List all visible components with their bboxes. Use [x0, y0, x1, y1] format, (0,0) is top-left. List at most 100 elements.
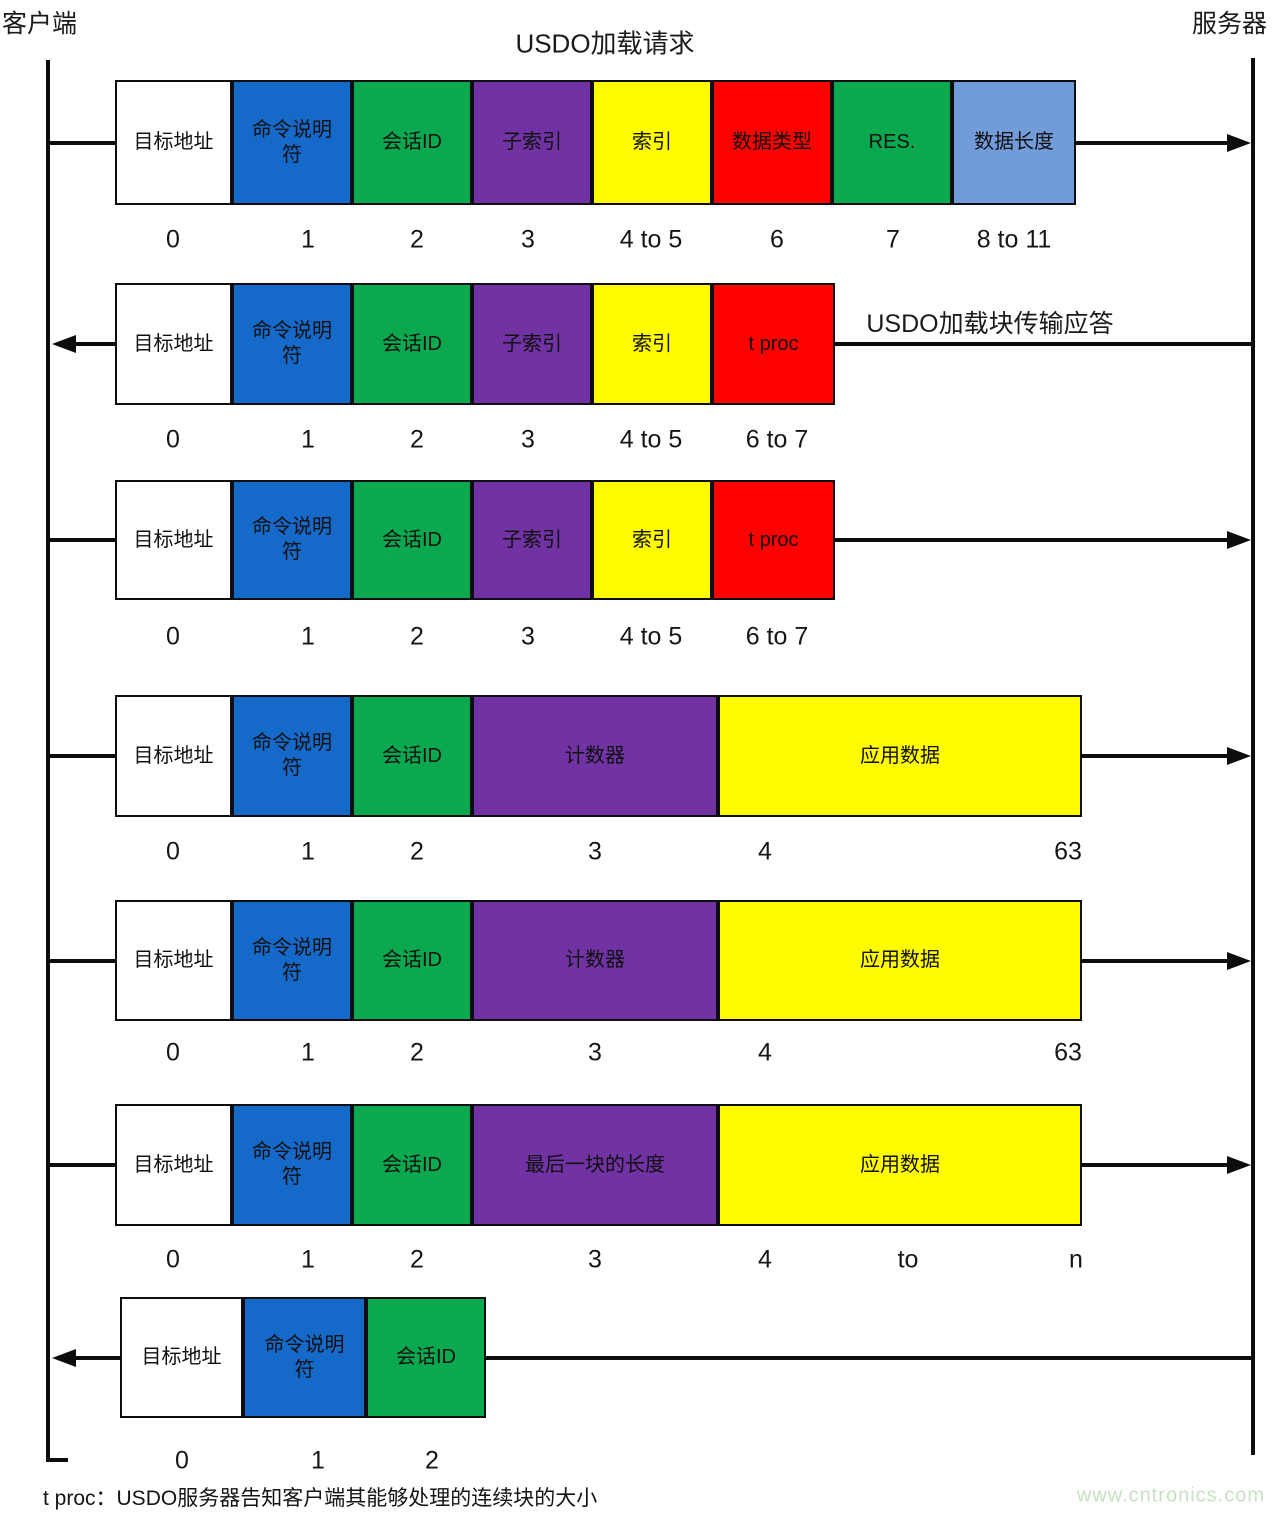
byte-range-label: 4 to 5 [619, 622, 683, 651]
byte-range-label: 2 [425, 1446, 439, 1475]
client-lifeline [46, 60, 50, 1462]
frame-cell-label: 会话ID [382, 131, 442, 153]
frame-row: 目标地址 命令说明 符 会话ID 子索引 索引 t proc [115, 480, 835, 600]
frame-cell-label: 目标地址 [133, 949, 214, 971]
frame-cell-label: 命令说明 符 [252, 516, 332, 563]
frame-cell-label: 会话ID [382, 528, 442, 551]
frame-cell-label: t proc [748, 332, 799, 355]
frame-cell-label: 索引 [632, 131, 672, 153]
message-line [50, 754, 115, 758]
byte-range-label: 6 [770, 225, 784, 254]
byte-range-label: 7 [886, 225, 900, 254]
frame-cell: 子索引 [472, 80, 592, 205]
frame-row: 目标地址 命令说明 符 会话ID 最后一块的长度 应用数据 [115, 1104, 1082, 1226]
response-title: USDO加载块传输应答 [866, 310, 1114, 338]
frame-cell: 计数器 [472, 695, 718, 817]
frame-cell-label: 数据类型 [732, 131, 812, 153]
byte-range-label: 1 [301, 622, 315, 651]
frame-cell: 命令说明 符 [232, 900, 352, 1021]
frame-cell: 会话ID [352, 695, 472, 817]
frame-cell-label: 子索引 [502, 131, 562, 153]
frame-cell-label: 子索引 [502, 332, 562, 355]
byte-range-label: 4 [758, 1245, 772, 1274]
byte-range-label: 3 [588, 1038, 602, 1067]
frame-cell-label: 命令说明 符 [252, 936, 332, 984]
frame-row: 目标地址 命令说明 符 会话ID 子索引 索引 数据类型 RES. 数据长度 [115, 80, 1076, 205]
byte-range-label: 2 [410, 1245, 424, 1274]
byte-range-label: 2 [410, 1038, 424, 1067]
frame-cell-label: 应用数据 [860, 949, 940, 971]
frame-cell: 会话ID [352, 480, 472, 600]
byte-range-label: 4 to 5 [619, 425, 683, 454]
frame-cell: 应用数据 [718, 1104, 1082, 1226]
frame-cell: 索引 [592, 283, 712, 405]
byte-range-label: 1 [301, 225, 315, 254]
frame-cell: 命令说明 符 [232, 480, 352, 600]
frame-cell: 命令说明 符 [232, 695, 352, 817]
frame-cell: 目标地址 [115, 283, 232, 405]
frame-cell: 会话ID [352, 1104, 472, 1226]
frame-cell: 子索引 [472, 480, 592, 600]
frame-cell: 命令说明 符 [232, 80, 352, 205]
frame-cell-label: 会话ID [382, 332, 442, 355]
arrowhead-left-icon [52, 335, 76, 353]
frame-cell: 目标地址 [115, 900, 232, 1021]
byte-range-label: 0 [166, 225, 180, 254]
frame-cell: 目标地址 [115, 1104, 232, 1226]
frame-cell: 目标地址 [115, 480, 232, 600]
frame-cell-label: 目标地址 [133, 332, 214, 355]
byte-range-label: 1 [301, 837, 315, 866]
byte-range-label: 0 [166, 1038, 180, 1067]
frame-row: 目标地址 命令说明 符 会话ID [120, 1297, 486, 1418]
byte-range-label: 3 [588, 837, 602, 866]
byte-range-label: 2 [410, 837, 424, 866]
frame-cell: 应用数据 [718, 695, 1082, 817]
frame-cell-label: 会话ID [396, 1346, 456, 1368]
frame-cell-label: t proc [748, 528, 799, 551]
frame-cell-label: 命令说明 符 [252, 118, 332, 166]
frame-cell: 子索引 [472, 283, 592, 405]
frame-row: 目标地址 命令说明 符 会话ID 计数器 应用数据 [115, 900, 1082, 1021]
message-line [50, 538, 115, 542]
byte-range-label: 4 [758, 837, 772, 866]
byte-range-label: 0 [175, 1446, 189, 1475]
byte-range-label: 6 to 7 [745, 425, 809, 454]
frame-cell-label: 子索引 [502, 528, 562, 551]
arrowhead-right-icon [1227, 747, 1251, 765]
message-line [1076, 140, 1231, 145]
frame-cell: 命令说明 符 [243, 1297, 366, 1418]
frame-cell-label: 会话ID [382, 744, 442, 767]
byte-range-label: 2 [410, 225, 424, 254]
frame-cell: 数据类型 [712, 80, 832, 205]
frame-cell-label: 命令说明 符 [252, 732, 332, 779]
message-line [486, 1355, 1251, 1360]
frame-cell-label: 应用数据 [860, 1153, 940, 1176]
frame-cell-label: 目标地址 [141, 1346, 222, 1368]
byte-range-label: 1 [301, 1038, 315, 1067]
byte-range-label: 1 [311, 1446, 325, 1475]
byte-range-label: 3 [521, 622, 535, 651]
byte-range-label: 63 [1054, 837, 1082, 866]
message-line [74, 342, 115, 346]
frame-cell: 目标地址 [115, 695, 232, 817]
frame-cell: 计数器 [472, 900, 718, 1021]
byte-range-label: 1 [301, 425, 315, 454]
arrowhead-right-icon [1227, 1156, 1251, 1174]
frame-cell: 目标地址 [120, 1297, 243, 1418]
byte-range-label: 8 to 11 [976, 225, 1052, 254]
frame-row: 目标地址 命令说明 符 会话ID 计数器 应用数据 [115, 695, 1082, 817]
frame-cell: 数据长度 [952, 80, 1076, 205]
arrowhead-right-icon [1227, 531, 1251, 549]
byte-range-label: 6 to 7 [745, 622, 809, 651]
byte-range-label: 4 [758, 1038, 772, 1067]
arrowhead-left-icon [52, 1348, 76, 1367]
frame-cell-label: 最后一块的长度 [525, 1153, 665, 1176]
tproc-footnote: t proc：USDO服务器告知客户端其能够处理的连续块的大小 [43, 1487, 598, 1510]
byte-range-label: 0 [166, 837, 180, 866]
frame-cell-label: RES. [868, 131, 916, 153]
frame-cell: 应用数据 [718, 900, 1082, 1021]
message-line [1082, 958, 1231, 963]
message-line [74, 1355, 120, 1360]
byte-range-label: 3 [521, 225, 535, 254]
